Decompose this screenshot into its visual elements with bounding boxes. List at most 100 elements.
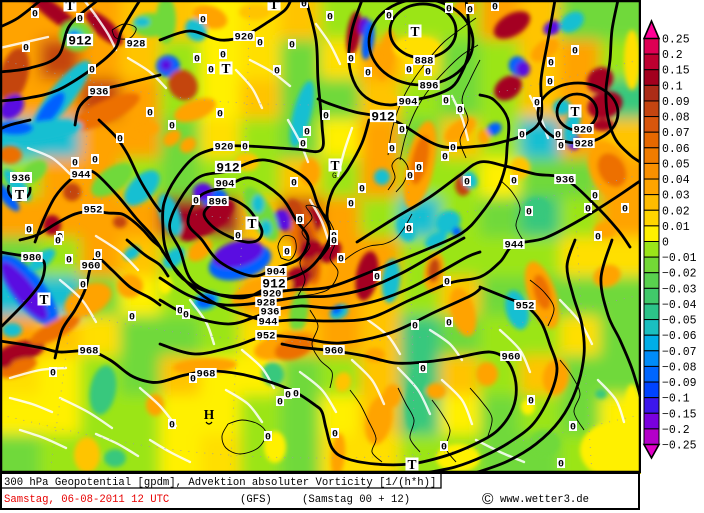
svg-text:T: T	[247, 216, 256, 231]
svg-text:0: 0	[72, 159, 78, 170]
svg-text:0: 0	[406, 225, 412, 236]
svg-text:0: 0	[558, 460, 564, 471]
svg-text:0.04: 0.04	[662, 174, 690, 187]
svg-text:896: 896	[209, 197, 228, 209]
svg-text:920: 920	[574, 125, 593, 137]
svg-text:0: 0	[289, 41, 295, 52]
svg-text:0.25: 0.25	[662, 34, 690, 47]
svg-text:0: 0	[301, 0, 307, 11]
svg-text:0: 0	[555, 131, 561, 142]
svg-text:960: 960	[82, 261, 101, 273]
svg-text:0: 0	[338, 255, 344, 266]
svg-text:0: 0	[257, 39, 263, 50]
svg-text:0: 0	[169, 122, 175, 133]
svg-text:−0.09: −0.09	[662, 377, 697, 390]
svg-text:0.1: 0.1	[662, 80, 683, 93]
svg-text:0.08: 0.08	[662, 112, 690, 125]
svg-text:300 hPa Geopotential [gpdm], A: 300 hPa Geopotential [gpdm], Advektion a…	[4, 477, 436, 489]
svg-text:936: 936	[261, 307, 280, 319]
svg-text:936: 936	[90, 87, 109, 99]
svg-text:0: 0	[297, 216, 303, 227]
svg-text:T: T	[407, 457, 416, 472]
svg-text:0: 0	[585, 205, 591, 216]
svg-text:0: 0	[534, 99, 540, 110]
svg-text:0: 0	[23, 44, 29, 55]
svg-text:896: 896	[420, 81, 439, 93]
svg-text:0: 0	[348, 200, 354, 211]
svg-text:0: 0	[446, 319, 452, 330]
svg-text:0: 0	[66, 256, 72, 267]
svg-text:0: 0	[407, 172, 413, 183]
svg-text:0: 0	[194, 55, 200, 66]
svg-text:0: 0	[177, 307, 183, 318]
svg-text:0: 0	[519, 131, 525, 142]
svg-text:−0.15: −0.15	[662, 408, 697, 421]
svg-text:944: 944	[505, 240, 524, 252]
svg-text:0: 0	[291, 179, 297, 190]
svg-text:0: 0	[548, 59, 554, 70]
svg-text:0.2: 0.2	[662, 49, 683, 62]
svg-text:944: 944	[72, 170, 91, 182]
svg-text:−0.25: −0.25	[662, 440, 697, 453]
svg-text:0.09: 0.09	[662, 96, 690, 109]
svg-text:0: 0	[92, 156, 98, 167]
svg-text:−0.06: −0.06	[662, 330, 697, 343]
svg-text:www.wetter3.de: www.wetter3.de	[500, 494, 589, 506]
svg-text:0: 0	[129, 313, 135, 324]
svg-text:0: 0	[374, 273, 380, 284]
svg-text:T: T	[15, 188, 25, 203]
svg-text:T: T	[570, 104, 579, 119]
svg-text:0: 0	[492, 3, 498, 14]
svg-text:0: 0	[117, 135, 123, 146]
svg-text:0: 0	[570, 423, 576, 434]
svg-text:928: 928	[127, 39, 146, 51]
svg-text:(GFS): (GFS)	[240, 494, 272, 506]
svg-text:0: 0	[442, 153, 448, 164]
svg-text:0: 0	[399, 126, 405, 137]
svg-text:960: 960	[502, 352, 521, 364]
svg-text:0: 0	[32, 10, 38, 21]
svg-text:0: 0	[190, 375, 196, 386]
svg-text:0: 0	[147, 109, 153, 120]
svg-text:960: 960	[325, 346, 344, 358]
svg-text:0: 0	[304, 128, 310, 139]
svg-text:0: 0	[80, 281, 86, 292]
svg-text:0: 0	[412, 322, 418, 333]
svg-text:0: 0	[572, 47, 578, 58]
svg-text:0: 0	[331, 237, 337, 248]
svg-text:−0.1: −0.1	[662, 393, 690, 406]
svg-text:−0.01: −0.01	[662, 252, 697, 265]
svg-text:952: 952	[257, 331, 276, 343]
svg-text:T: T	[410, 24, 419, 39]
svg-text:0: 0	[332, 430, 338, 441]
svg-text:920: 920	[215, 142, 234, 154]
svg-text:0: 0	[323, 112, 329, 123]
svg-text:G: G	[332, 172, 337, 181]
svg-text:904: 904	[267, 267, 286, 279]
svg-text:952: 952	[84, 205, 103, 217]
svg-text:0: 0	[169, 421, 175, 432]
svg-text:912: 912	[371, 109, 395, 124]
svg-text:0: 0	[416, 164, 422, 175]
svg-text:904: 904	[399, 97, 418, 109]
svg-text:0: 0	[526, 208, 532, 219]
svg-text:0: 0	[464, 178, 470, 189]
svg-text:T: T	[330, 158, 339, 173]
svg-text:944: 944	[259, 317, 278, 329]
svg-text:968: 968	[80, 346, 99, 358]
svg-text:−0.08: −0.08	[662, 361, 697, 374]
svg-text:−0.2: −0.2	[662, 424, 690, 437]
svg-text:0: 0	[443, 97, 449, 108]
svg-text:0.06: 0.06	[662, 143, 690, 156]
svg-text:0: 0	[235, 232, 241, 243]
svg-text:0: 0	[444, 278, 450, 289]
svg-text:T: T	[39, 292, 48, 307]
svg-text:©: ©	[482, 491, 494, 508]
svg-text:(Samstag 00 + 12): (Samstag 00 + 12)	[302, 494, 410, 506]
svg-text:920: 920	[235, 32, 254, 44]
svg-text:912: 912	[262, 276, 286, 291]
svg-text:0: 0	[77, 15, 83, 26]
svg-text:T: T	[65, 0, 74, 13]
svg-text:0: 0	[457, 106, 463, 117]
svg-text:0: 0	[406, 66, 412, 77]
